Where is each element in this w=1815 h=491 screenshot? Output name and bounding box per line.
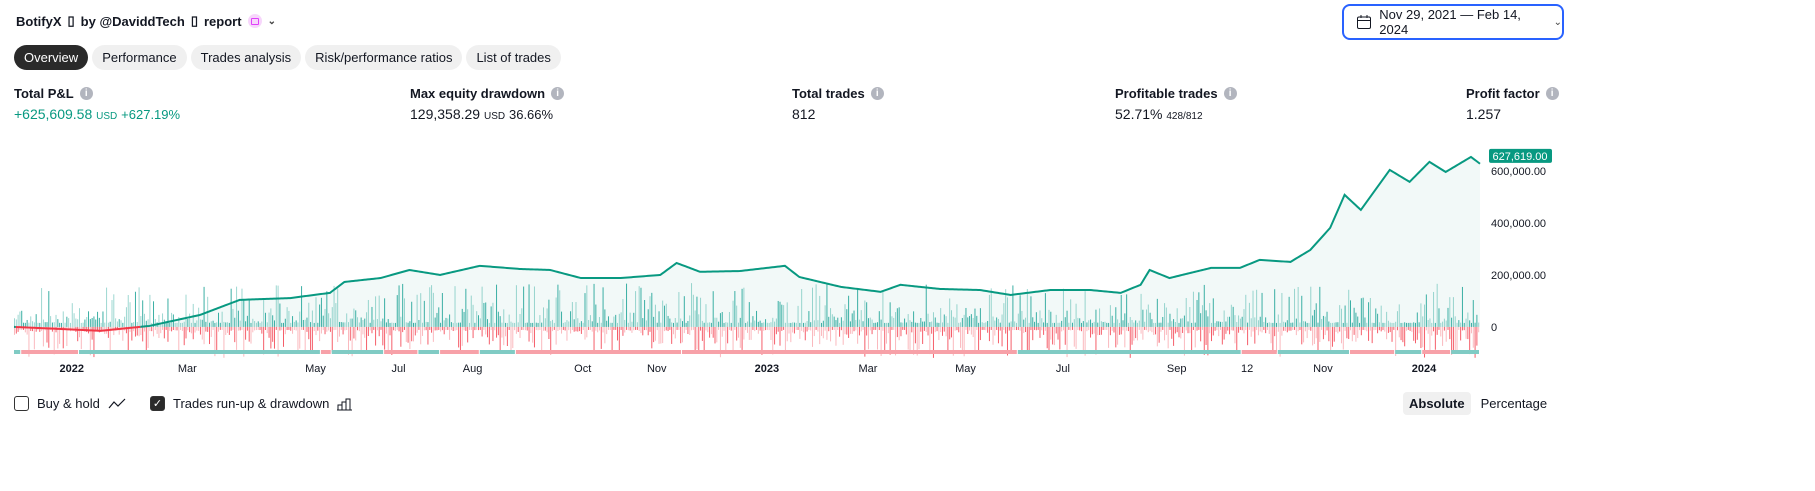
last-value-badge (1489, 148, 1552, 163)
chevron-down-icon: ⌄ (1553, 16, 1562, 28)
x-tick-label: Mar (858, 363, 877, 375)
trade-status-segment (14, 350, 21, 354)
trade-status-segment (1241, 350, 1277, 354)
x-tick-label: 2022 (60, 363, 84, 375)
runup-drawdown-checkbox[interactable]: ✓ (150, 396, 165, 411)
stat-percent: +627.19% (121, 107, 181, 122)
x-tick-label: 2023 (755, 363, 779, 375)
buy-hold-checkbox[interactable] (14, 396, 29, 411)
strategy-name[interactable]: BotifyX (16, 13, 62, 29)
stat-label: Total P&L (14, 86, 74, 101)
trade-status-segment (418, 350, 440, 354)
stat-value: 52.71% (1115, 106, 1163, 122)
stat-value: 812 (792, 106, 816, 122)
trade-status-segment (440, 350, 479, 354)
x-tick-label: Jul (392, 363, 406, 375)
trade-status-segment (78, 350, 320, 354)
tab-trades-analysis[interactable]: Trades analysis (190, 45, 302, 70)
x-tick-label: Nov (1313, 363, 1333, 375)
tab-list-of-trades[interactable]: List of trades (466, 45, 561, 70)
stat-profitable-trades: Profitable trades i 52.71% 428/812 (1115, 86, 1237, 122)
bar-chart-icon (337, 398, 353, 410)
chevron-down-icon[interactable]: ⌄ (267, 15, 276, 27)
runup-drawdown-toggle[interactable]: ✓ Trades run-up & drawdown (150, 396, 353, 411)
trade-status-segment (21, 350, 78, 354)
info-icon[interactable]: i (79, 87, 93, 100)
y-tick-label: 200,000.00 (1491, 270, 1546, 282)
x-tick-label: Nov (647, 363, 667, 375)
stat-value: 129,358.29 (410, 106, 481, 122)
author[interactable]: by @DaviddTech (80, 13, 185, 29)
x-tick-label: Aug (463, 363, 483, 375)
y-tick-label: 600,000.00 (1491, 166, 1546, 178)
x-tick-label: 12 (1241, 363, 1253, 375)
trade-status-segment (682, 350, 1017, 354)
stat-label: Total trades (792, 86, 865, 101)
calendar-icon[interactable] (247, 14, 262, 28)
stat-total-pnl: Total P&L i +625,609.58 USD +627.19% (14, 86, 180, 122)
y-tick-label: 0 (1491, 322, 1497, 334)
stat-profit-factor: Profit factor i 1.257 (1466, 86, 1559, 122)
stat-label: Profitable trades (1115, 86, 1218, 101)
runup-drawdown-label: Trades run-up & drawdown (173, 396, 330, 411)
x-tick-label: Mar (178, 363, 197, 375)
trade-status-segment (1451, 350, 1479, 354)
trade-status-segment (384, 350, 418, 354)
trade-status-segment (479, 350, 515, 354)
buy-hold-toggle[interactable]: Buy & hold (14, 396, 126, 411)
equity-line (140, 155, 1481, 328)
trade-status-segment (1395, 350, 1422, 354)
separator-icon: ▯ (190, 13, 198, 28)
date-range-text: Nov 29, 2021 — Feb 14, 2024 (1379, 7, 1521, 37)
x-tick-label: May (955, 363, 976, 375)
tab-overview[interactable]: Overview (14, 45, 89, 70)
equity-chart[interactable]: 0 200,000.00 400,000.00 600,000.00 2022 Mar Ma… (0, 140, 1815, 380)
stat-sub: 428/812 (1166, 111, 1203, 122)
trade-status-segment (1350, 350, 1395, 354)
date-range-button[interactable]: Nov 29, 2021 — Feb 14, 2024 ⌄ (1342, 4, 1564, 40)
x-tick-label: 2024 (1412, 363, 1437, 375)
stat-value: 1.257 (1466, 106, 1502, 122)
stat-total-trades: Total trades i 812 (792, 86, 884, 122)
report-label: report (204, 13, 242, 29)
trade-status-segment (331, 350, 384, 354)
info-icon[interactable]: i (870, 87, 884, 100)
trade-status-segment (515, 350, 682, 354)
info-icon[interactable]: i (551, 87, 565, 100)
equity-area (14, 156, 1480, 331)
x-tick-label: May (305, 363, 326, 375)
stat-max-drawdown: Max equity drawdown i 129,358.29 USD 36.6… (410, 86, 565, 122)
last-value-label: 627,619.00 (1492, 151, 1547, 163)
value-mode-toggle: Absolute Percentage (1403, 392, 1553, 415)
report-title: BotifyX ▯ by @DaviddTech ▯ report ⌄ (16, 13, 276, 29)
stat-unit: USD (483, 111, 506, 122)
percentage-button[interactable]: Percentage (1480, 396, 1548, 411)
trade-status-segment (1422, 350, 1451, 354)
x-tick-label: Sep (1167, 363, 1187, 375)
calendar-icon (1357, 15, 1371, 29)
stat-label: Profit factor (1466, 86, 1540, 101)
separator-icon: ▯ (67, 13, 75, 28)
stat-percent: 36.66% (508, 107, 554, 122)
line-chart-icon (108, 398, 126, 408)
info-icon[interactable]: i (1223, 87, 1237, 100)
x-tick-label: Oct (574, 363, 591, 375)
trade-status-segment (1017, 350, 1241, 354)
tab-performance[interactable]: Performance (92, 45, 187, 70)
x-tick-label: Jul (1056, 363, 1070, 375)
trade-status-segment (320, 350, 331, 354)
equity-line-negative (15, 325, 141, 332)
buy-hold-label: Buy & hold (37, 396, 100, 411)
stat-value: +625,609.58 (14, 106, 93, 122)
info-icon[interactable]: i (1545, 87, 1559, 100)
absolute-button[interactable]: Absolute (1403, 392, 1471, 415)
report-tabs: Overview Performance Trades analysis Ris… (14, 45, 561, 70)
stat-label: Max equity drawdown (410, 86, 546, 101)
trade-status-segment (1277, 350, 1350, 354)
tab-risk-ratios[interactable]: Risk/performance ratios (305, 45, 463, 70)
stat-unit: USD (96, 111, 118, 122)
y-tick-label: 400,000.00 (1491, 218, 1546, 230)
